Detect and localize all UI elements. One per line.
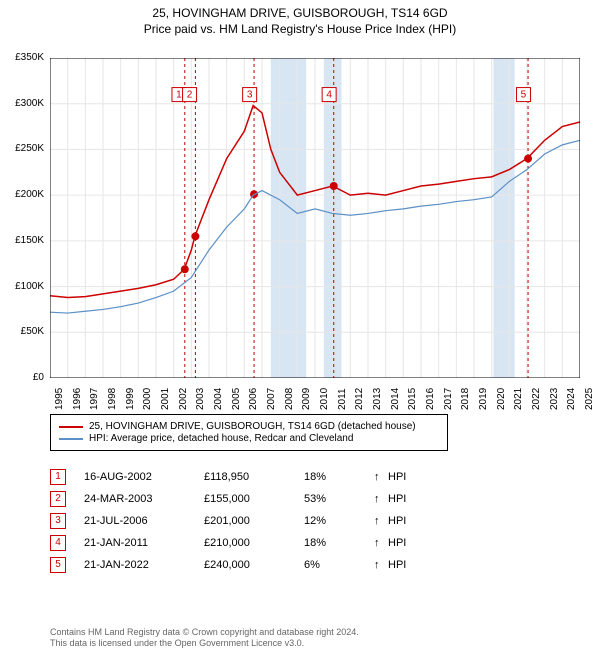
x-tick-label: 1997 <box>89 388 100 410</box>
transaction-suffix: HPI <box>388 471 418 483</box>
x-tick-label: 2005 <box>231 388 242 410</box>
transaction-row: 1 16-AUG-2002£118,95018%↑HPI <box>50 466 418 488</box>
transaction-date: 16-AUG-2002 <box>84 471 204 483</box>
x-tick-label: 2023 <box>549 388 560 410</box>
x-tick-label: 2025 <box>584 388 595 410</box>
x-tick-label: 2004 <box>213 388 224 410</box>
chart-title: 25, HOVINGHAM DRIVE, GUISBOROUGH, TS14 6… <box>0 6 600 20</box>
transaction-price: £155,000 <box>204 493 304 505</box>
x-tick-label: 2015 <box>407 388 418 410</box>
x-tick-label: 2007 <box>266 388 277 410</box>
y-tick-label: £0 <box>4 372 44 383</box>
transaction-suffix: HPI <box>388 537 418 549</box>
x-tick-label: 1999 <box>125 388 136 410</box>
footer-line-1: Contains HM Land Registry data © Crown c… <box>50 627 359 639</box>
transaction-price: £118,950 <box>204 471 304 483</box>
legend-label: 25, HOVINGHAM DRIVE, GUISBOROUGH, TS14 6… <box>89 421 416 432</box>
x-tick-label: 2014 <box>390 388 401 410</box>
x-tick-label: 2013 <box>372 388 383 410</box>
transaction-date: 21-JAN-2022 <box>84 559 204 571</box>
transactions-table: 116-AUG-2002£118,95018%↑HPI224-MAR-2003£… <box>50 466 418 576</box>
legend-swatch <box>59 438 83 440</box>
x-tick-label: 2000 <box>142 388 153 410</box>
x-tick-label: 2011 <box>337 388 348 410</box>
x-tick-label: 2012 <box>354 388 365 410</box>
chart-container: 25, HOVINGHAM DRIVE, GUISBOROUGH, TS14 6… <box>0 6 600 656</box>
x-tick-label: 2010 <box>319 388 330 410</box>
legend-swatch <box>59 426 83 428</box>
x-tick-label: 2021 <box>513 388 524 410</box>
transaction-price: £210,000 <box>204 537 304 549</box>
transaction-suffix: HPI <box>388 493 418 505</box>
x-tick-label: 2002 <box>178 388 189 410</box>
y-tick-label: £350K <box>4 52 44 63</box>
x-tick-label: 2016 <box>425 388 436 410</box>
transaction-row: 3 21-JUL-2006£201,00012%↑HPI <box>50 510 418 532</box>
y-tick-label: £200K <box>4 189 44 200</box>
svg-text:2: 2 <box>187 90 193 101</box>
transaction-pct: 18% <box>304 537 374 549</box>
x-tick-label: 2022 <box>531 388 542 410</box>
transaction-marker: 2 <box>50 491 66 507</box>
legend-box: 25, HOVINGHAM DRIVE, GUISBOROUGH, TS14 6… <box>50 414 448 451</box>
up-arrow-icon: ↑ <box>374 515 388 527</box>
svg-text:4: 4 <box>326 90 332 101</box>
transaction-marker: 3 <box>50 513 66 529</box>
legend-item: 25, HOVINGHAM DRIVE, GUISBOROUGH, TS14 6… <box>59 421 439 432</box>
svg-text:1: 1 <box>176 90 182 101</box>
chart-area: 12 3 4 5 <box>50 58 580 378</box>
chart-svg: 12 3 4 5 <box>50 58 580 378</box>
x-tick-label: 1996 <box>72 388 83 410</box>
legend-label: HPI: Average price, detached house, Redc… <box>89 433 353 444</box>
transaction-suffix: HPI <box>388 515 418 527</box>
transaction-date: 24-MAR-2003 <box>84 493 204 505</box>
transaction-marker: 5 <box>50 557 66 573</box>
y-tick-label: £100K <box>4 281 44 292</box>
x-tick-label: 2003 <box>195 388 206 410</box>
x-tick-label: 2020 <box>496 388 507 410</box>
transaction-date: 21-JAN-2011 <box>84 537 204 549</box>
y-tick-label: £250K <box>4 143 44 154</box>
footer-attribution: Contains HM Land Registry data © Crown c… <box>50 627 359 650</box>
x-tick-label: 2024 <box>566 388 577 410</box>
transaction-pct: 18% <box>304 471 374 483</box>
transaction-price: £240,000 <box>204 559 304 571</box>
x-tick-label: 1998 <box>107 388 118 410</box>
up-arrow-icon: ↑ <box>374 471 388 483</box>
transaction-row: 5 21-JAN-2022£240,0006%↑HPI <box>50 554 418 576</box>
legend-item: HPI: Average price, detached house, Redc… <box>59 433 439 444</box>
x-tick-label: 2019 <box>478 388 489 410</box>
x-tick-label: 2006 <box>248 388 259 410</box>
x-tick-label: 1995 <box>54 388 65 410</box>
y-tick-label: £50K <box>4 326 44 337</box>
x-tick-label: 2017 <box>443 388 454 410</box>
transaction-date: 21-JUL-2006 <box>84 515 204 527</box>
transaction-row: 4 21-JAN-2011£210,00018%↑HPI <box>50 532 418 554</box>
transaction-pct: 6% <box>304 559 374 571</box>
transaction-price: £201,000 <box>204 515 304 527</box>
x-tick-label: 2009 <box>301 388 312 410</box>
svg-text:3: 3 <box>247 90 253 101</box>
chart-subtitle: Price paid vs. HM Land Registry's House … <box>0 22 600 36</box>
x-tick-label: 2018 <box>460 388 471 410</box>
transaction-suffix: HPI <box>388 559 418 571</box>
y-tick-label: £300K <box>4 98 44 109</box>
transaction-marker: 4 <box>50 535 66 551</box>
footer-line-2: This data is licensed under the Open Gov… <box>50 638 359 650</box>
transaction-pct: 12% <box>304 515 374 527</box>
y-tick-label: £150K <box>4 235 44 246</box>
x-tick-label: 2001 <box>160 388 171 410</box>
transaction-marker: 1 <box>50 469 66 485</box>
transaction-row: 2 24-MAR-2003£155,00053%↑HPI <box>50 488 418 510</box>
svg-text:5: 5 <box>521 90 527 101</box>
transaction-pct: 53% <box>304 493 374 505</box>
x-tick-label: 2008 <box>284 388 295 410</box>
up-arrow-icon: ↑ <box>374 559 388 571</box>
up-arrow-icon: ↑ <box>374 493 388 505</box>
up-arrow-icon: ↑ <box>374 537 388 549</box>
